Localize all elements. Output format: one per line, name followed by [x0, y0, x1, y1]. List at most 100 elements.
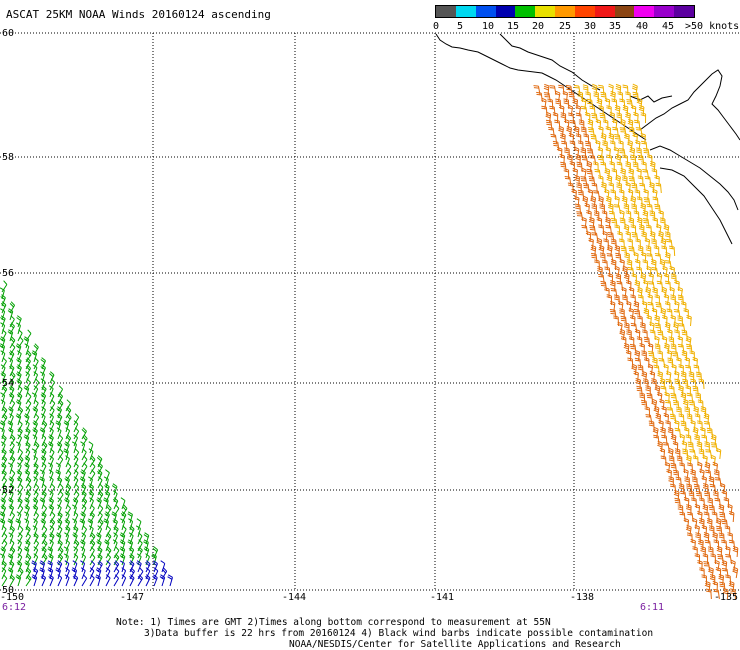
- wind-barb: [73, 553, 79, 566]
- wind-barb: [40, 455, 47, 468]
- wind-barb: [80, 469, 86, 482]
- wind-barb: [598, 244, 605, 257]
- legend-swatch: [614, 6, 635, 17]
- wind-barb: [73, 462, 79, 475]
- wind-barb: [609, 309, 617, 320]
- wind-barb: [684, 356, 690, 369]
- wind-barb: [654, 322, 662, 334]
- wind-barb: [722, 587, 729, 600]
- wind-barb: [667, 427, 674, 439]
- wind-barb: [684, 476, 690, 487]
- wind-barb: [692, 426, 699, 439]
- wind-barb: [17, 336, 24, 349]
- wind-barb: [56, 560, 63, 573]
- wind-barb: [645, 245, 652, 256]
- wind-barb: [654, 335, 660, 348]
- wind-barb: [658, 419, 664, 432]
- wind-barb: [664, 399, 672, 411]
- wind-barb: [65, 413, 72, 426]
- wind-barb: [572, 97, 578, 110]
- wind-barb: [703, 532, 710, 544]
- legend-swatch: [654, 6, 675, 17]
- wind-barb: [630, 154, 637, 166]
- wind-barb: [581, 216, 587, 229]
- wind-barb: [641, 300, 648, 313]
- wind-barb: [627, 266, 635, 278]
- wind-barb: [697, 560, 703, 572]
- wind-barb: [716, 545, 723, 558]
- wind-barb: [701, 475, 707, 488]
- wind-barb: [88, 525, 94, 538]
- wind-barb: [64, 532, 70, 545]
- wind-barb: [676, 357, 682, 369]
- wind-barb: [654, 294, 660, 305]
- wind-barb: [586, 98, 594, 110]
- wind-barb: [17, 483, 24, 496]
- wind-barb: [610, 90, 616, 103]
- wind-barb: [664, 231, 671, 243]
- wind-barb: [655, 302, 663, 313]
- wind-barb: [582, 195, 589, 208]
- wind-barb: [673, 419, 680, 432]
- wind-barb: [17, 504, 24, 517]
- wind-barb: [558, 104, 565, 117]
- longitude-label: -150: [0, 592, 24, 603]
- wind-barb: [664, 251, 671, 264]
- wind-barb: [113, 504, 120, 517]
- wind-barb: [24, 511, 30, 524]
- wind-barb: [682, 398, 689, 411]
- wind-barb: [152, 560, 158, 573]
- wind-barb: [15, 518, 21, 531]
- wind-barb: [631, 182, 638, 194]
- wind-barb: [80, 546, 86, 559]
- wind-barb: [678, 384, 684, 397]
- wind-barb: [111, 483, 118, 496]
- wind-barb: [674, 300, 680, 313]
- wind-barb: [686, 504, 692, 516]
- wind-barb: [31, 448, 37, 461]
- wind-barb: [25, 378, 31, 391]
- wind-barb: [636, 97, 643, 110]
- wind-barb: [73, 448, 80, 461]
- wind-barb: [664, 391, 670, 404]
- wind-barb: [604, 167, 611, 180]
- wind-barb: [0, 371, 6, 384]
- wind-barb: [719, 511, 726, 523]
- wind-barb: [625, 111, 631, 124]
- wind-barb: [152, 574, 158, 587]
- wind-barb: [655, 412, 661, 425]
- wind-barb: [665, 370, 672, 383]
- wind-barb: [694, 434, 700, 446]
- wind-barb: [81, 525, 88, 538]
- wind-barb: [0, 511, 6, 524]
- wind-barb: [654, 343, 661, 355]
- wind-barb: [677, 286, 683, 299]
- wind-barb: [637, 175, 644, 187]
- wind-barb: [97, 504, 104, 517]
- wind-barb: [41, 553, 48, 566]
- wind-barb: [708, 504, 716, 516]
- wind-barb: [64, 441, 70, 454]
- wind-barb: [695, 490, 703, 502]
- wind-barb: [715, 447, 722, 460]
- wind-barb: [627, 238, 633, 250]
- wind-barb: [632, 161, 639, 173]
- wind-barb: [33, 546, 39, 559]
- wind-barb: [0, 343, 6, 356]
- wind-barb: [675, 476, 682, 488]
- wind-barb: [712, 461, 718, 474]
- wind-barb: [48, 553, 54, 566]
- wind-barb: [87, 518, 94, 531]
- wind-barb: [49, 483, 56, 496]
- wind-barb: [49, 399, 56, 412]
- wind-barb: [1, 574, 8, 587]
- wind-barb: [0, 315, 6, 328]
- wind-barb: [674, 448, 681, 459]
- wind-barb: [633, 300, 640, 313]
- wind-barb: [728, 580, 735, 593]
- wind-barb: [631, 363, 638, 376]
- wind-barb: [626, 329, 632, 341]
- wind-barb: [598, 105, 604, 117]
- wind-barb: [649, 230, 656, 243]
- wind-barb: [143, 546, 150, 559]
